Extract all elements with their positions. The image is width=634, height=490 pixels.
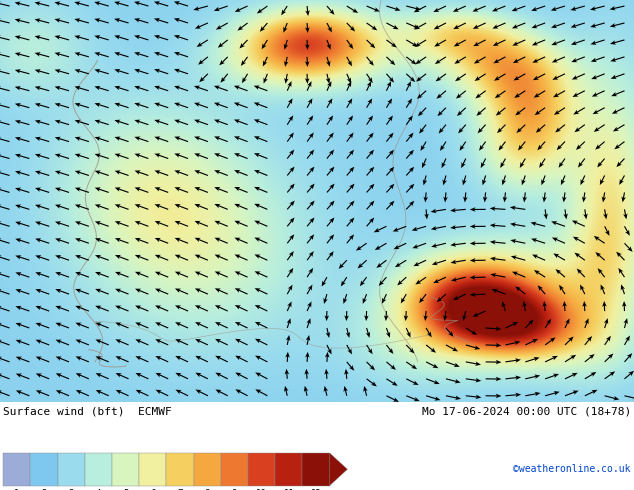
Text: 8: 8 (205, 489, 210, 490)
Bar (166, 453, 193, 486)
Bar (221, 453, 248, 486)
Polygon shape (330, 453, 347, 486)
Text: 9: 9 (232, 489, 237, 490)
Bar (248, 453, 275, 486)
Text: 1: 1 (14, 489, 20, 490)
Bar (85, 453, 112, 486)
Text: 3: 3 (68, 489, 74, 490)
Bar (139, 453, 166, 486)
Text: 10: 10 (256, 489, 267, 490)
Bar (112, 453, 139, 486)
Bar (3, 453, 30, 486)
Text: 2: 2 (41, 489, 47, 490)
Text: Mo 17-06-2024 00:00 UTC (18+78): Mo 17-06-2024 00:00 UTC (18+78) (422, 406, 631, 416)
Text: 6: 6 (150, 489, 155, 490)
Bar (275, 453, 302, 486)
Text: 7: 7 (178, 489, 183, 490)
Bar (30, 453, 58, 486)
Bar (193, 453, 221, 486)
Text: 5: 5 (123, 489, 128, 490)
Bar (302, 453, 330, 486)
Text: 4: 4 (96, 489, 101, 490)
Text: 11: 11 (283, 489, 294, 490)
Bar (58, 453, 85, 486)
Text: ©weatheronline.co.uk: ©weatheronline.co.uk (514, 464, 631, 473)
Text: Surface wind (bft)  ECMWF: Surface wind (bft) ECMWF (3, 406, 172, 416)
Text: 12: 12 (311, 489, 321, 490)
